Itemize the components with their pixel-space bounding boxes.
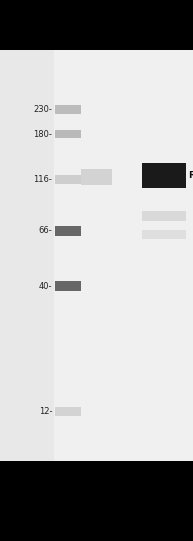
Bar — [55, 407, 81, 415]
Bar — [55, 226, 81, 236]
Bar — [142, 211, 186, 221]
Text: 66-: 66- — [38, 226, 52, 235]
Bar — [55, 281, 81, 291]
Text: 40-: 40- — [39, 282, 52, 291]
Bar — [54, 50, 193, 461]
Text: 116-: 116- — [33, 175, 52, 184]
Bar — [55, 175, 81, 184]
Bar — [0, 461, 193, 541]
Bar — [0, 50, 54, 461]
Bar — [55, 130, 81, 138]
Text: 230-: 230- — [33, 105, 52, 114]
Bar — [142, 230, 186, 239]
Bar — [55, 105, 81, 114]
Bar — [0, 0, 193, 50]
Text: 12-: 12- — [39, 407, 52, 416]
Bar — [81, 169, 112, 186]
Text: RBM28: RBM28 — [188, 170, 193, 180]
Bar — [142, 163, 186, 188]
Text: 180-: 180- — [33, 129, 52, 138]
